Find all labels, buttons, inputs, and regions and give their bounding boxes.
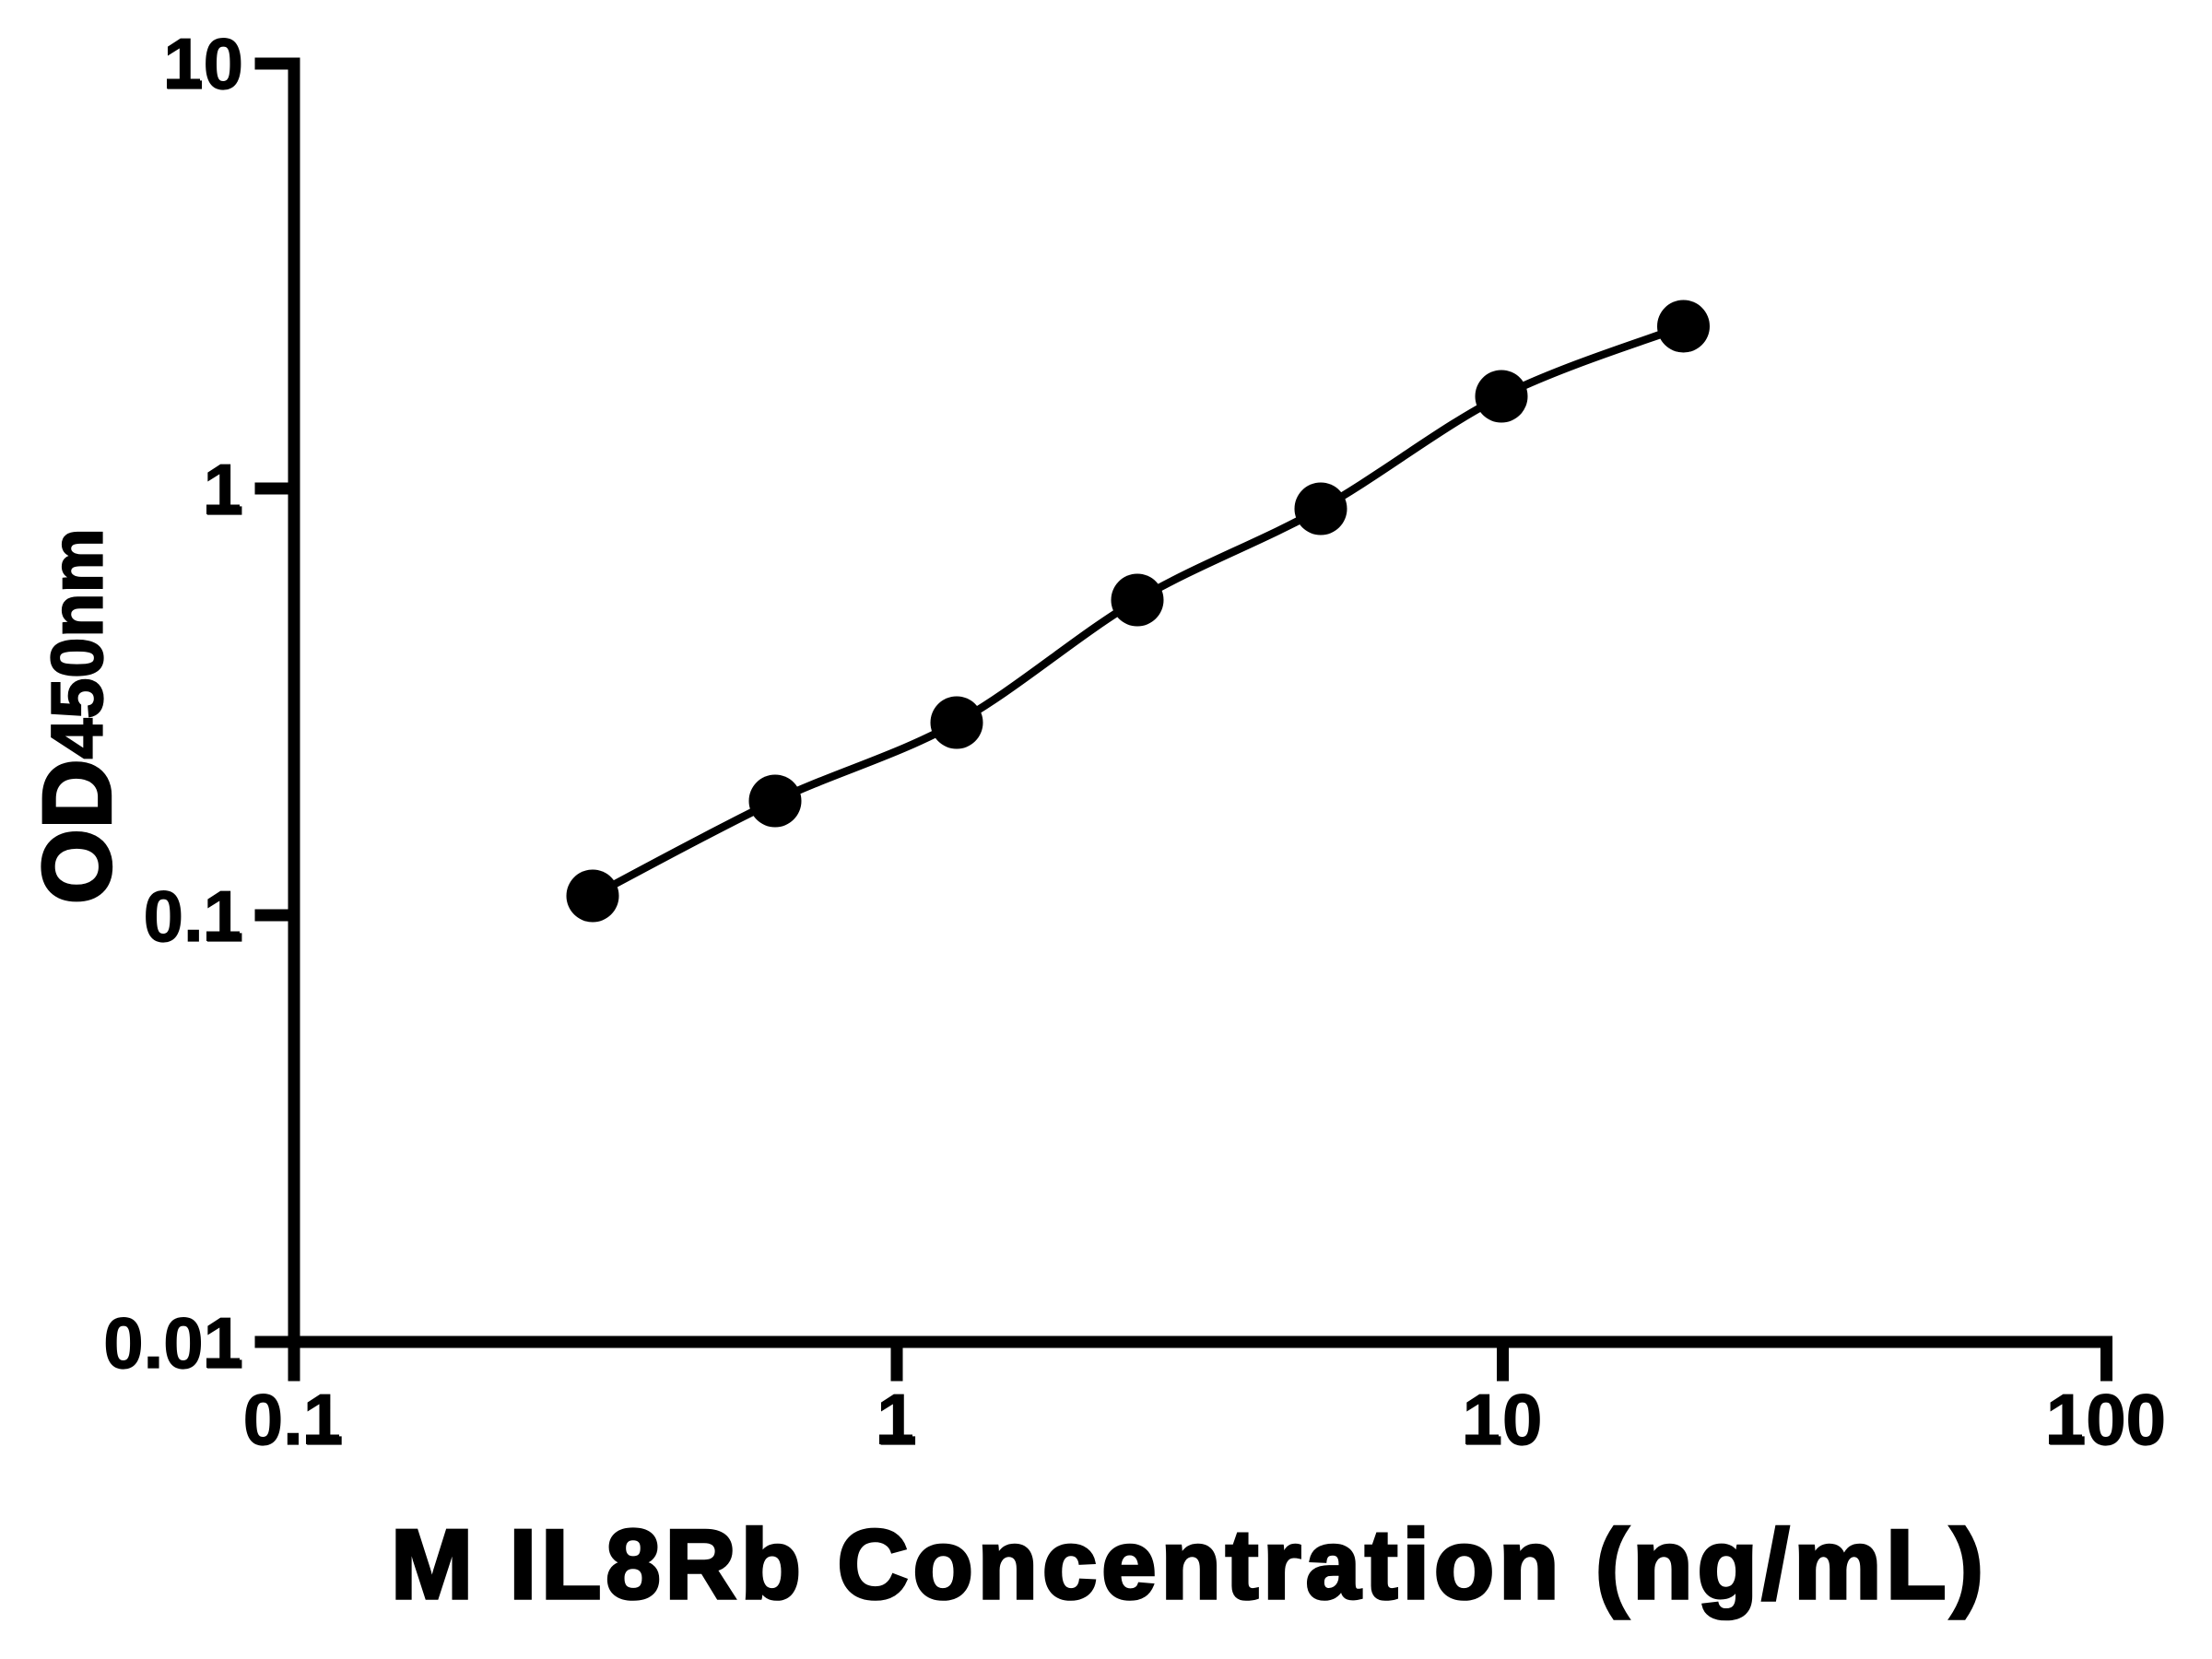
- svg-text:0.01: 0.01: [103, 1302, 243, 1383]
- svg-text:10: 10: [1463, 1379, 1543, 1460]
- svg-text:0.1: 0.1: [144, 876, 243, 957]
- svg-text:10: 10: [163, 23, 243, 104]
- svg-text:450nm: 450nm: [36, 528, 118, 759]
- svg-text:0.1: 0.1: [243, 1379, 343, 1460]
- svg-text:1: 1: [877, 1379, 916, 1460]
- svg-text:OD: OD: [24, 759, 132, 905]
- svg-text:1: 1: [204, 449, 243, 530]
- svg-text:100: 100: [2046, 1379, 2166, 1460]
- svg-text:M IL8Rb Concentration (ng/mL): M IL8Rb Concentration (ng/mL): [391, 1509, 1983, 1619]
